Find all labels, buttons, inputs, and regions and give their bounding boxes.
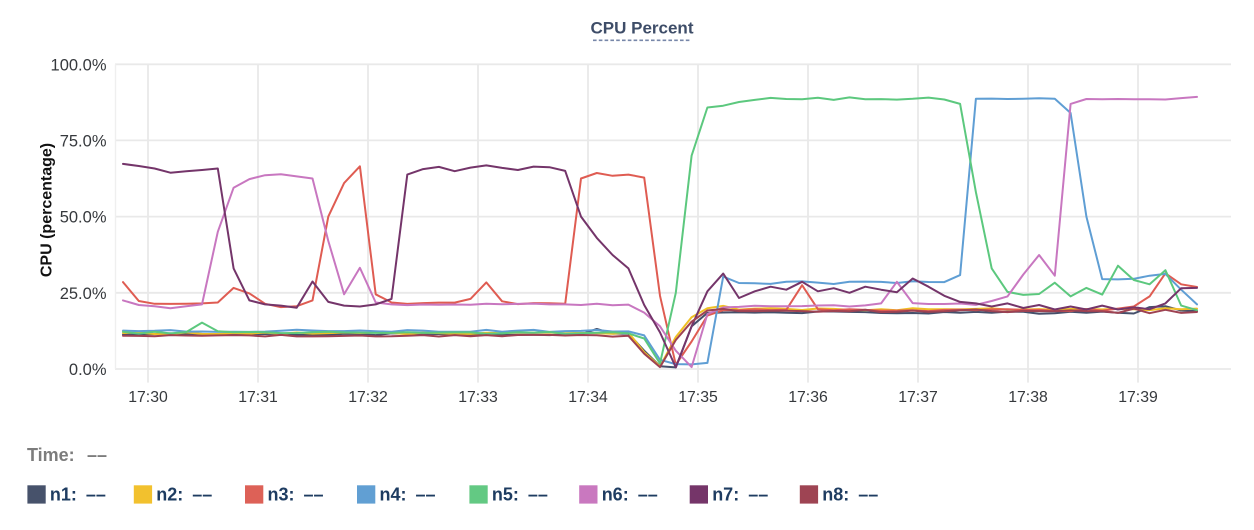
svg-text:––: –– <box>87 445 107 465</box>
svg-text:––: –– <box>86 484 106 504</box>
svg-text:Time:: Time: <box>27 445 75 465</box>
svg-text:17:33: 17:33 <box>458 389 498 406</box>
svg-text:n4:: n4: <box>380 484 407 504</box>
svg-text:17:36: 17:36 <box>788 389 828 406</box>
svg-text:CPU (percentage): CPU (percentage) <box>39 143 56 277</box>
svg-text:CPU Percent: CPU Percent <box>591 19 694 38</box>
svg-text:––: –– <box>528 484 548 504</box>
svg-text:––: –– <box>638 484 658 504</box>
svg-text:17:39: 17:39 <box>1118 389 1158 406</box>
svg-text:17:37: 17:37 <box>898 389 938 406</box>
svg-text:17:31: 17:31 <box>238 389 278 406</box>
svg-text:50.0%: 50.0% <box>60 209 107 227</box>
svg-text:100.0%: 100.0% <box>51 56 107 74</box>
svg-text:17:35: 17:35 <box>678 389 718 406</box>
svg-text:––: –– <box>748 484 768 504</box>
svg-text:n3:: n3: <box>268 484 295 504</box>
svg-text:n8:: n8: <box>822 484 849 504</box>
svg-text:17:32: 17:32 <box>348 389 388 406</box>
svg-text:n6:: n6: <box>602 484 629 504</box>
svg-text:––: –– <box>416 484 436 504</box>
svg-text:17:34: 17:34 <box>568 389 608 406</box>
svg-text:––: –– <box>192 484 212 504</box>
svg-text:n7:: n7: <box>712 484 739 504</box>
svg-text:––: –– <box>858 484 878 504</box>
svg-text:n2:: n2: <box>156 484 183 504</box>
svg-text:––: –– <box>304 484 324 504</box>
svg-text:17:30: 17:30 <box>128 389 168 406</box>
svg-text:0.0%: 0.0% <box>69 361 107 379</box>
svg-text:75.0%: 75.0% <box>60 132 107 150</box>
svg-text:17:38: 17:38 <box>1008 389 1048 406</box>
svg-text:25.0%: 25.0% <box>60 285 107 303</box>
svg-text:n1:: n1: <box>50 484 77 504</box>
svg-text:n5:: n5: <box>492 484 519 504</box>
